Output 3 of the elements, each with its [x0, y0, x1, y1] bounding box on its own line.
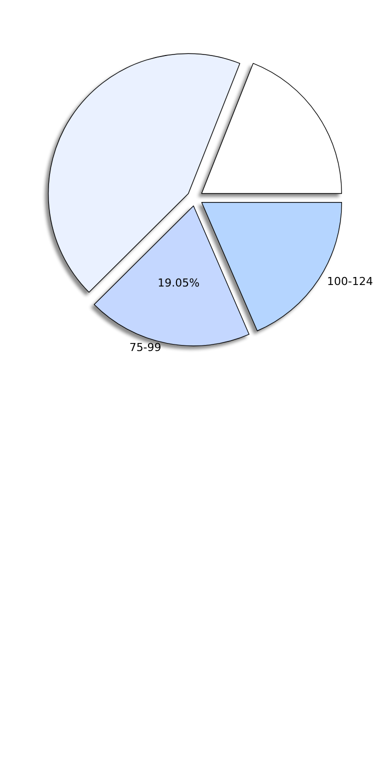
slice-label: 100-124	[327, 274, 374, 288]
slice-label: 75-99	[129, 340, 162, 354]
data-label: 19.05%	[158, 276, 200, 290]
